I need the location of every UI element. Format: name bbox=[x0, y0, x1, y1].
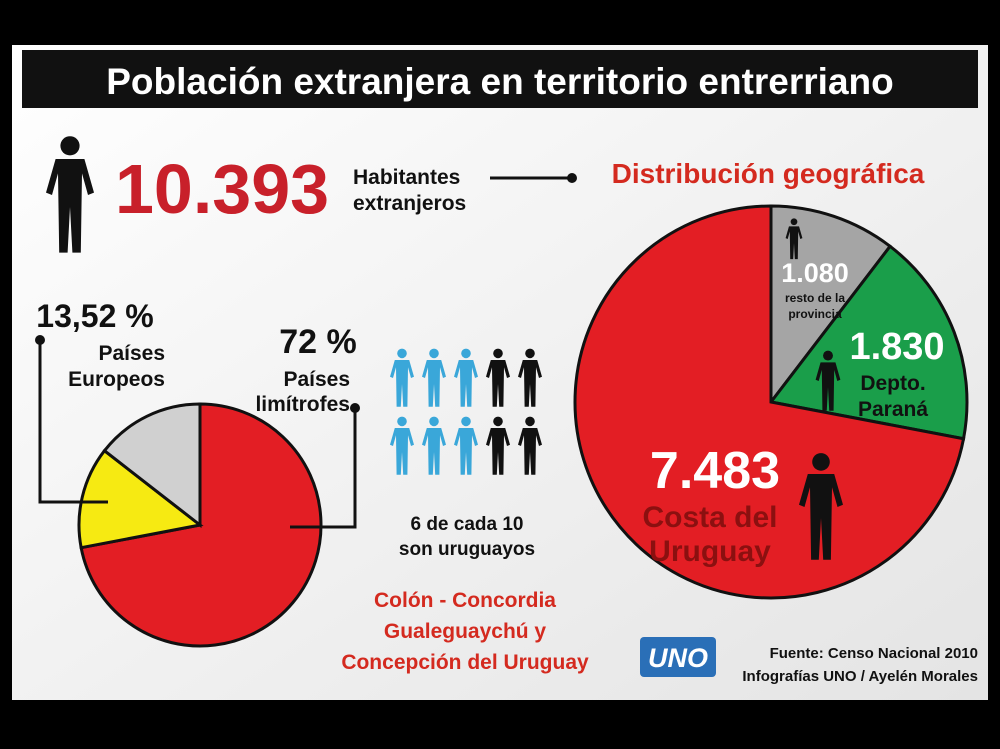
total-label: extranjeros bbox=[353, 192, 466, 215]
source: Infografías UNO / Ayelén Morales bbox=[742, 668, 978, 685]
value-label: 72 % bbox=[279, 323, 357, 361]
title-bar bbox=[22, 50, 978, 108]
logo-box bbox=[640, 637, 716, 677]
title: Población extranjera en territorio entre… bbox=[106, 61, 894, 102]
pictogram-caption: 6 de cada 10 bbox=[410, 514, 523, 535]
logo: UNO bbox=[648, 643, 708, 673]
pie-slice bbox=[768, 244, 969, 441]
category-label: resto de la bbox=[785, 291, 845, 305]
source: Fuente: Censo Nacional 2010 bbox=[770, 645, 978, 662]
chart-title: Distribución geográfica bbox=[612, 158, 925, 189]
cities: Colón - Concordia bbox=[374, 589, 556, 612]
total-label: Habitantes bbox=[353, 166, 460, 189]
connector-dot bbox=[567, 173, 577, 183]
pie-slice bbox=[77, 448, 204, 550]
category-label: Países bbox=[98, 342, 165, 365]
category-label: Uruguay bbox=[649, 535, 771, 568]
pie-slice bbox=[102, 402, 202, 529]
leader-dot bbox=[350, 403, 360, 413]
category-label: Países bbox=[283, 368, 350, 391]
value-label: 1.080 bbox=[781, 258, 849, 288]
pictogram-caption: son uruguayos bbox=[399, 539, 535, 560]
category-label: limítrofes bbox=[255, 393, 350, 416]
pie-slice bbox=[573, 204, 966, 600]
category-label: provincia bbox=[788, 307, 842, 321]
cities: Gualeguaychú y bbox=[384, 620, 547, 643]
category-label: Europeos bbox=[68, 368, 165, 391]
leader-dot bbox=[35, 335, 45, 345]
value-label: 13,52 % bbox=[36, 298, 153, 334]
value-label: 7.483 bbox=[650, 442, 780, 500]
value-label: 1.830 bbox=[849, 326, 944, 368]
cities: Concepción del Uruguay bbox=[341, 651, 589, 674]
category-label: Paraná bbox=[858, 398, 928, 421]
leader-line bbox=[290, 408, 357, 529]
leader-line bbox=[38, 340, 108, 504]
pie-slice bbox=[769, 204, 893, 407]
total: 10.393 bbox=[115, 150, 329, 228]
category-label: Costa del bbox=[642, 501, 777, 534]
category-label: Depto. bbox=[860, 372, 925, 395]
